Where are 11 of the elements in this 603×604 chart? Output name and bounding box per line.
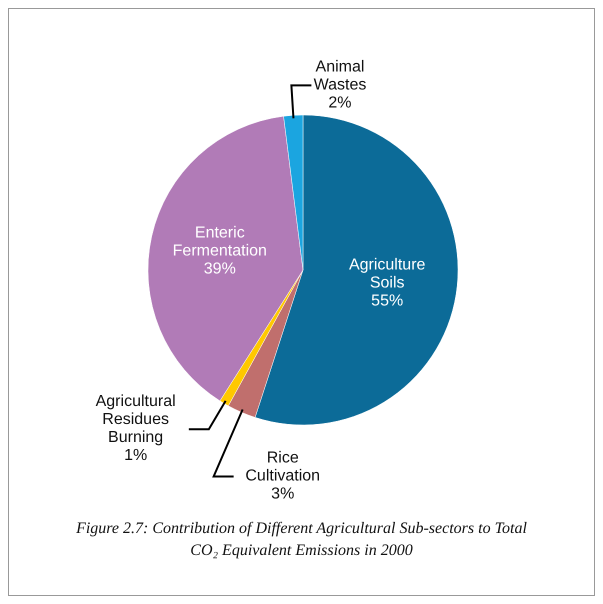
data-label: 55% <box>371 292 404 310</box>
slice-label: Rice Cultivation <box>245 450 320 485</box>
data-label: 3% <box>271 486 294 503</box>
slice-label: Enteric Fermentation <box>172 224 267 260</box>
data-label: 1% <box>124 447 148 464</box>
slice-label: Agricultural Residues Burning <box>96 393 176 446</box>
slice-label: Agriculture Soils <box>348 256 426 292</box>
slice-label: Animal Wastes <box>314 58 366 94</box>
data-label: 2% <box>328 94 352 112</box>
data-label: 39% <box>204 260 236 278</box>
text: Figure 2.7: Contribution of Different Agricultural Sub-sectors to Total CO₂ Equivalent Emissions in 2000 <box>75 520 528 559</box>
